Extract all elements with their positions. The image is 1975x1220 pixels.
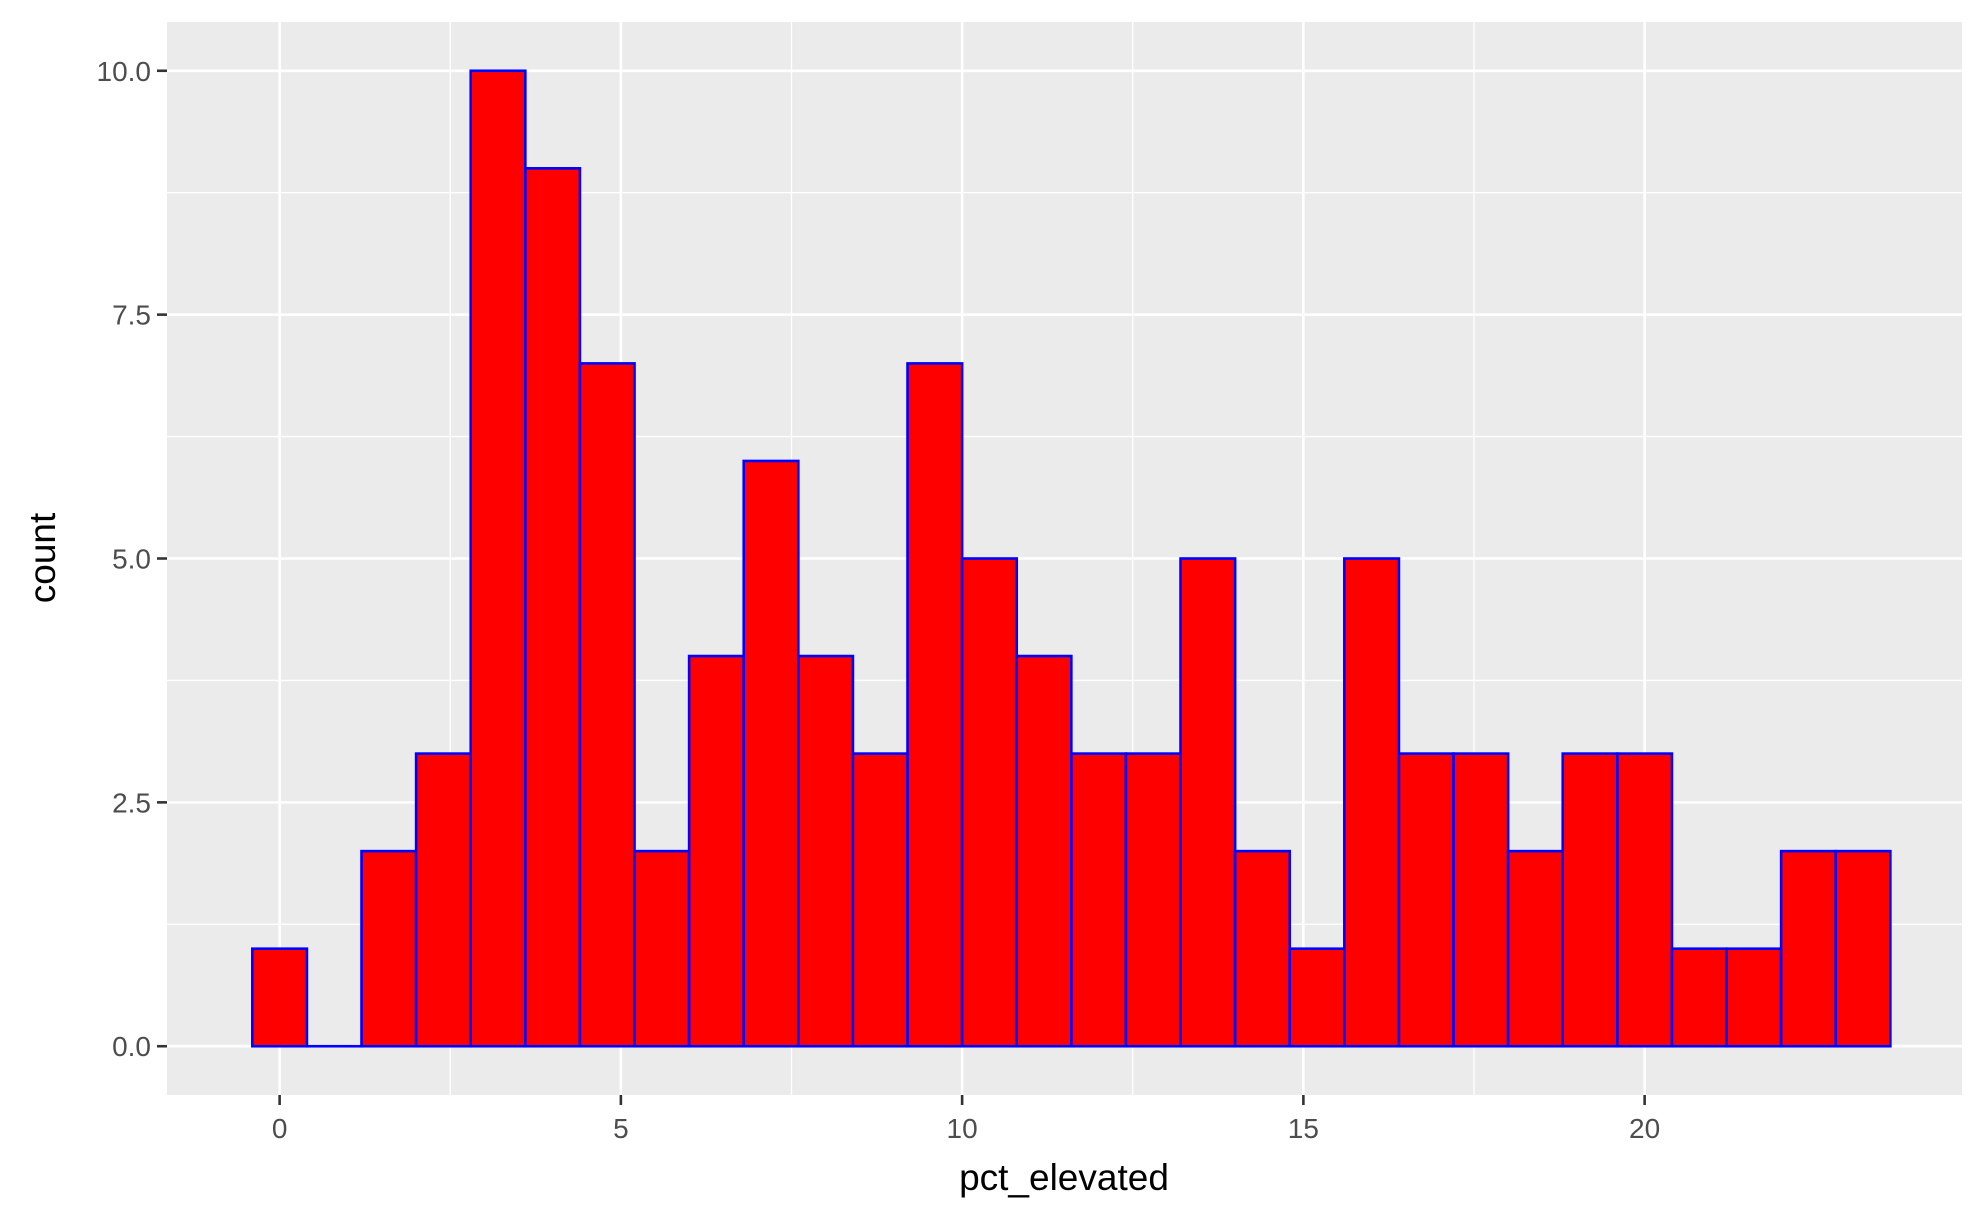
bars xyxy=(251,69,1892,1048)
histogram-bar xyxy=(1179,557,1237,1048)
histogram-bar xyxy=(1397,752,1455,1048)
histogram-bar xyxy=(1616,752,1674,1048)
y-tick-label: 0.0 xyxy=(112,1031,151,1062)
histogram-bar xyxy=(1233,849,1292,1048)
y-tick-label: 10.0 xyxy=(97,56,152,87)
histogram-bar xyxy=(633,849,691,1048)
x-axis: 0 5 10 15 20 xyxy=(272,1095,1660,1144)
x-tick-label: 15 xyxy=(1288,1113,1319,1144)
x-tick-label: 0 xyxy=(272,1113,288,1144)
histogram-bar xyxy=(1670,947,1728,1048)
histogram-bar xyxy=(1506,849,1565,1048)
histogram-bar xyxy=(1834,849,1892,1048)
histogram-bar xyxy=(742,459,800,1048)
histogram-bar xyxy=(851,752,909,1048)
histogram-bar xyxy=(906,362,964,1048)
histogram-bar xyxy=(1725,947,1783,1048)
histogram-bar xyxy=(578,362,636,1048)
histogram-bar xyxy=(1343,557,1401,1048)
histogram-bar xyxy=(251,947,309,1048)
histogram-bar xyxy=(469,69,527,1048)
histogram-bar xyxy=(687,654,746,1048)
histogram-bar xyxy=(1070,752,1128,1048)
histogram-bar xyxy=(960,557,1019,1048)
histogram-bar xyxy=(1124,752,1182,1048)
y-tick-label: 7.5 xyxy=(112,300,151,331)
y-axis: 0.0 2.5 5.0 7.5 10.0 xyxy=(97,56,167,1062)
x-axis-title: pct_elevated xyxy=(959,1157,1169,1198)
x-tick-label: 10 xyxy=(947,1113,978,1144)
histogram-bar xyxy=(1015,654,1073,1048)
x-tick-label: 20 xyxy=(1629,1113,1660,1144)
y-tick-label: 2.5 xyxy=(112,787,151,818)
y-axis-title: count xyxy=(22,512,63,603)
histogram-bar xyxy=(1288,947,1346,1048)
x-tick-label: 5 xyxy=(613,1113,629,1144)
y-tick-label: 5.0 xyxy=(112,544,151,575)
histogram-bar xyxy=(1561,752,1619,1048)
histogram-bar xyxy=(360,849,418,1048)
histogram-bar xyxy=(1779,849,1838,1048)
histogram-bar xyxy=(797,654,855,1048)
histogram-bar xyxy=(524,167,582,1048)
histogram-bar xyxy=(414,752,473,1048)
histogram-bar xyxy=(1452,752,1510,1048)
